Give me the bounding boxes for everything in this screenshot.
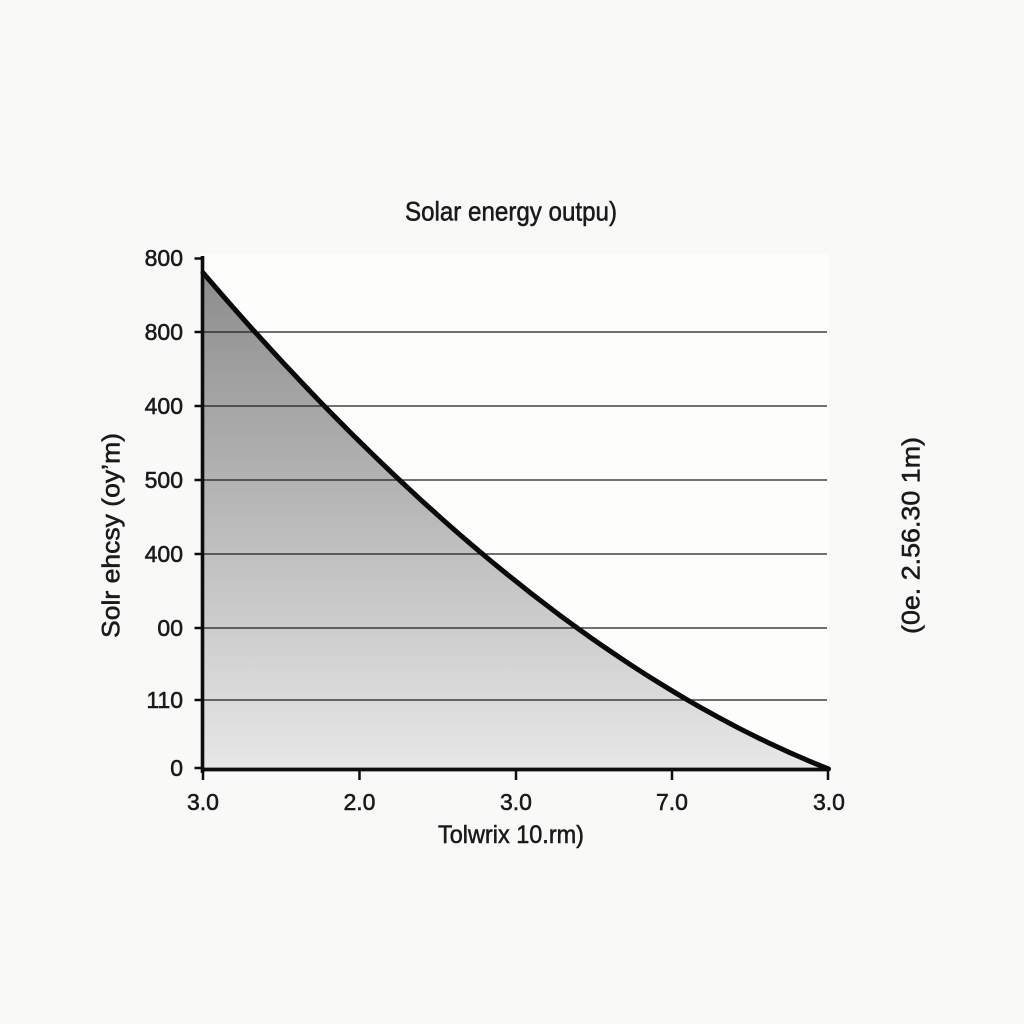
svg-text:Solar energy outpu): Solar energy outpu) <box>405 197 617 227</box>
svg-text:500: 500 <box>145 467 183 493</box>
svg-text:400: 400 <box>145 541 183 567</box>
svg-text:110: 110 <box>146 687 183 713</box>
svg-text:00: 00 <box>157 615 183 641</box>
svg-text:3.0: 3.0 <box>500 789 532 815</box>
svg-text:2.0: 2.0 <box>344 789 376 815</box>
svg-text:Solr ehcsy (oy’m): Solr ehcsy (oy’m) <box>98 433 126 638</box>
svg-text:800: 800 <box>145 245 183 271</box>
svg-text:Tolwrix 10.rm): Tolwrix 10.rm) <box>438 821 584 849</box>
svg-text:(0e. 2.56.30 1m): (0e. 2.56.30 1m) <box>898 437 926 634</box>
svg-text:3.0: 3.0 <box>813 789 845 815</box>
svg-text:800: 800 <box>145 319 183 345</box>
svg-text:3.0: 3.0 <box>187 789 219 815</box>
svg-text:0: 0 <box>170 755 183 781</box>
svg-text:400: 400 <box>145 393 183 419</box>
svg-text:7.0: 7.0 <box>656 789 688 815</box>
